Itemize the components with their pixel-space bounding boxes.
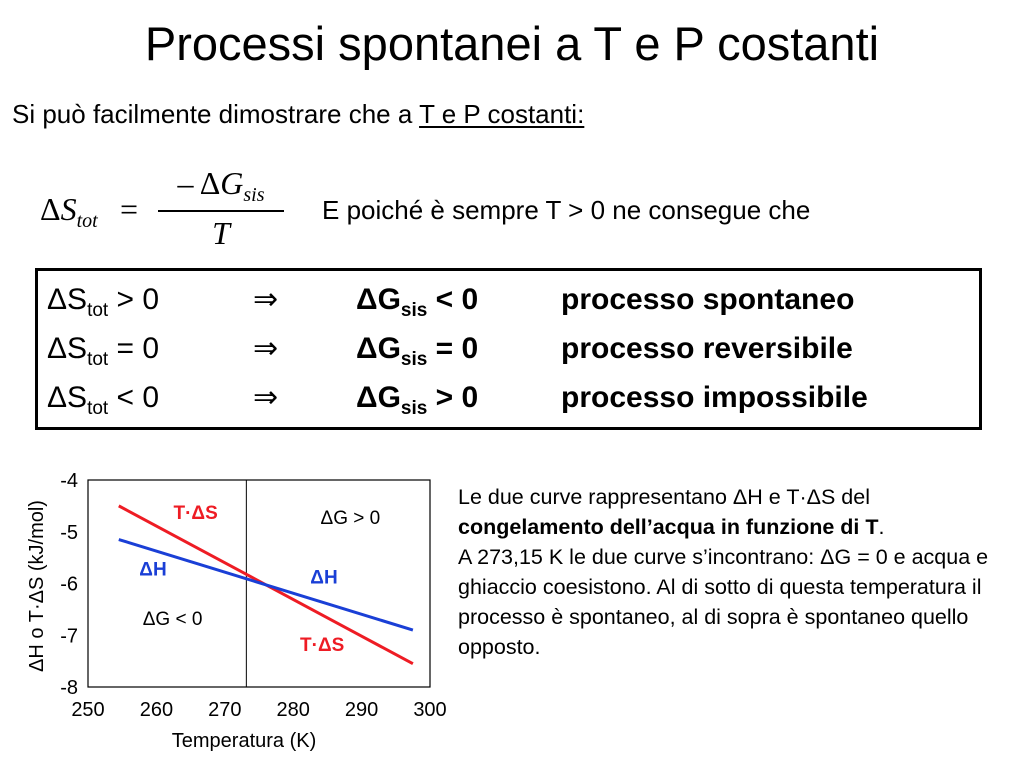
entropy-condition: ΔStot < 0 — [47, 375, 159, 421]
chart-annotation: ΔG < 0 — [143, 609, 203, 630]
explanation-text: Le due curve rappresentano ΔH e T·ΔS del… — [458, 482, 998, 662]
ds-symbol: ΔS — [47, 283, 88, 316]
ds-sub: tot — [87, 349, 109, 370]
free-energy-condition: ΔGsis < 0 — [356, 277, 478, 323]
formula-num-var: G — [220, 165, 244, 201]
process-result: processo reversibile — [561, 332, 853, 365]
formula-num-sub: sis — [243, 184, 265, 206]
chart-annotation: ΔH — [139, 560, 166, 581]
conditions-table: ΔStot > 0 ⇒ ΔGsis < 0 processo spontaneo… — [35, 268, 982, 430]
dg-sub: sis — [400, 349, 428, 370]
entropy-condition: ΔStot = 0 — [47, 326, 159, 372]
y-axis-label: ΔH o T·ΔS (kJ/mol) — [26, 500, 48, 672]
intro-text: Si può facilmente dimostrare che a T e P… — [12, 98, 584, 130]
entropy-formula: ΔStot = – ΔGsis T — [40, 163, 290, 263]
dg-symbol: ΔG — [356, 332, 401, 365]
explanation-paragraph-1: Le due curve rappresentano ΔH e T·ΔS del… — [458, 482, 998, 542]
y-tick-label: -6 — [60, 574, 78, 596]
implies-arrow-icon: ⇒ — [253, 282, 279, 317]
dg-sub: sis — [400, 398, 428, 419]
explanation-p1-lead: Le due curve rappresentano ΔH e T·ΔS del — [458, 485, 870, 509]
ds-symbol: ΔS — [47, 332, 88, 365]
dg-symbol: ΔG — [356, 381, 401, 414]
temperature-chart: 250 260 270 280 290 300 -4 -5 -6 -7 -8 T·ΔS ΔG > 0 Δ… — [26, 470, 447, 752]
series-layer — [118, 504, 414, 666]
explanation-paragraph-2: A 273,15 K le due curve s’incontrano: ΔG… — [458, 545, 989, 659]
intro-underlined: T e P costanti: — [419, 99, 585, 129]
formula-lhs-var: S — [60, 191, 77, 227]
chart-annotation: ΔG > 0 — [321, 508, 381, 529]
x-axis-label: Temperatura (K) — [172, 730, 317, 752]
dg-symbol: ΔG — [356, 283, 401, 316]
series-line-delta-h — [118, 538, 414, 632]
ds-sub: tot — [87, 300, 109, 321]
ds-relation: < 0 — [108, 381, 160, 414]
x-tick-label: 280 — [277, 699, 310, 721]
condition-row-impossible: ΔStot < 0 ⇒ ΔGsis > 0 processo impossibi… — [38, 375, 979, 421]
slide-title: Processi spontanei a T e P costanti — [144, 17, 880, 70]
entropy-condition: ΔStot > 0 — [47, 277, 159, 323]
formula-num-prefix: – Δ — [177, 165, 221, 201]
x-tick-label: 270 — [208, 699, 241, 721]
x-tick-label: 300 — [413, 699, 446, 721]
free-energy-condition: ΔGsis = 0 — [356, 326, 478, 372]
y-tick-label: -4 — [60, 470, 78, 492]
implies-arrow-icon: ⇒ — [253, 331, 279, 366]
implies-arrow-icon: ⇒ — [253, 380, 279, 415]
condition-row-reversible: ΔStot = 0 ⇒ ΔGsis = 0 processo reversibi… — [38, 326, 979, 372]
x-tick-label: 290 — [345, 699, 378, 721]
dg-sub: sis — [400, 300, 428, 321]
formula-delta: Δ — [40, 191, 61, 227]
explanation-p1-bold: congelamento dell’acqua in funzione di T — [458, 515, 879, 539]
dg-relation: = 0 — [427, 332, 479, 365]
chart-annotation: ΔH — [310, 568, 337, 589]
explanation-p1-end: . — [878, 515, 885, 539]
process-result: processo impossibile — [561, 381, 868, 414]
ds-symbol: ΔS — [47, 381, 88, 414]
free-energy-condition: ΔGsis > 0 — [356, 375, 478, 421]
ds-relation: = 0 — [108, 332, 160, 365]
dg-relation: > 0 — [427, 381, 479, 414]
y-tick-label: -8 — [60, 677, 78, 699]
chart-annotation: T·ΔS — [300, 635, 344, 656]
x-tick-label: 250 — [71, 699, 104, 721]
formula-fraction-bar — [158, 210, 284, 212]
x-tick-label: 260 — [140, 699, 173, 721]
y-tick-label: -5 — [60, 522, 78, 544]
chart-annotation: T·ΔS — [174, 503, 218, 524]
ticks-layer: 250 260 270 280 290 300 -4 -5 -6 -7 -8 — [60, 470, 446, 721]
intro-lead: Si può facilmente dimostrare che a — [12, 99, 420, 129]
condition-row-spontaneous: ΔStot > 0 ⇒ ΔGsis < 0 processo spontaneo — [38, 277, 979, 323]
formula-lhs: ΔStot — [40, 191, 98, 233]
annotations-layer: T·ΔS ΔG > 0 ΔH ΔH ΔG < 0 T·ΔS — [139, 503, 380, 656]
dg-relation: < 0 — [427, 283, 479, 316]
formula-denominator: T — [212, 215, 230, 251]
formula-numerator: – ΔGsis — [158, 165, 284, 207]
ds-sub: tot — [87, 398, 109, 419]
consequence-text: E poiché è sempre T > 0 ne consegue che — [322, 195, 811, 225]
formula-lhs-sub: tot — [76, 210, 98, 232]
process-result: processo spontaneo — [561, 283, 855, 316]
y-tick-label: -7 — [60, 625, 78, 647]
ds-relation: > 0 — [108, 283, 160, 316]
formula-equals: = — [120, 191, 139, 227]
